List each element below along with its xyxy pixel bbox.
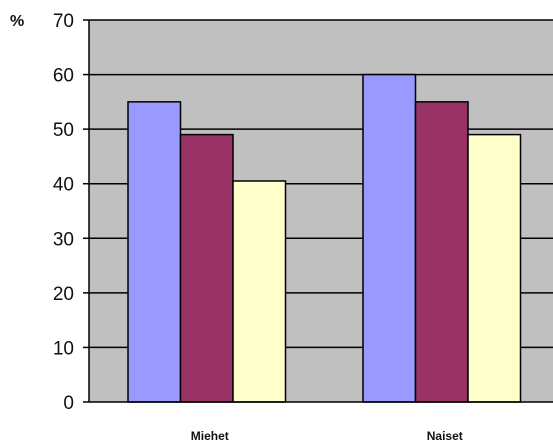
bar-naiset-2 [414,101,469,403]
y-tick-label: 40 [53,175,74,196]
y-tick-label: 60 [53,66,74,87]
bar-miehet-2 [179,133,234,403]
x-tick-label: Miehet [191,429,229,443]
y-tick-label: 10 [53,338,74,359]
x-tick-label: Naiset [427,429,463,443]
y-axis-label: % [10,13,24,30]
y-tick-label: 50 [53,120,74,141]
y-tick-label: 20 [53,284,74,305]
y-tick-label: 30 [53,229,74,250]
bar-miehet-3 [232,180,287,403]
bar-naiset-1 [362,73,417,403]
y-tick-label: 0 [63,393,74,414]
x-tick-labels: Miehet Naiset [191,429,463,443]
bar-miehet-1 [127,101,182,403]
bar-naiset-3 [467,133,522,403]
y-ticks: 0 10 20 30 40 50 60 70 [53,11,89,414]
y-tick-label: 70 [53,11,74,32]
